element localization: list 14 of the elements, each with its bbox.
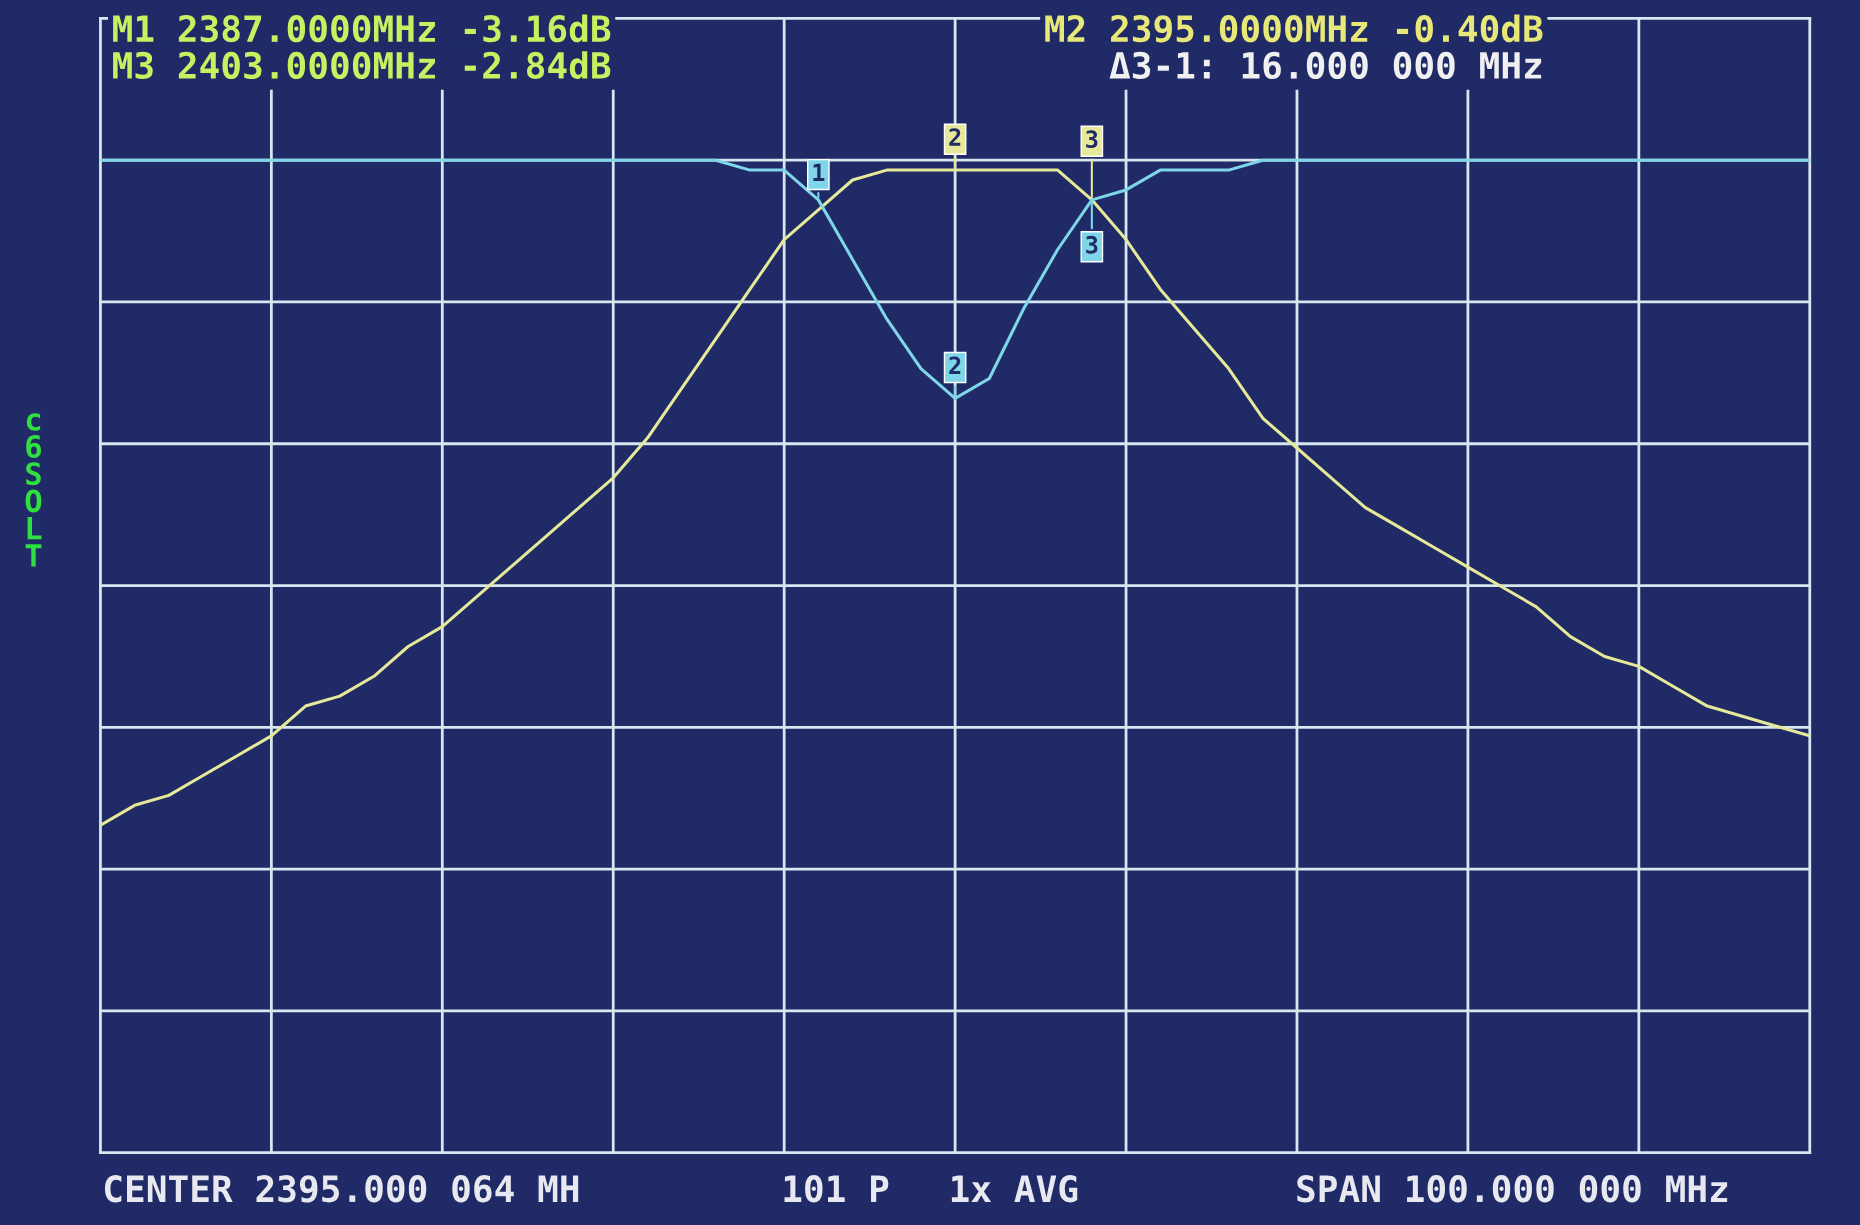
text: 2 xyxy=(949,128,961,146)
text: Δ3-1: 16.000 000 MHz xyxy=(1109,51,1542,80)
text: M3 2403.0000MHz -2.84dB xyxy=(113,51,611,80)
annotation: 2 xyxy=(949,356,961,375)
text: M1 2387.0000MHz -3.16dB xyxy=(113,14,611,43)
annotation: 3 xyxy=(1086,235,1098,254)
text: 101 P xyxy=(784,1175,889,1203)
text: 3 xyxy=(1086,130,1098,149)
text: c6 SOLT xyxy=(25,413,42,567)
text: M2 2395.0000MHz -0.40dB xyxy=(1045,14,1543,43)
annotation: 1 xyxy=(813,163,825,182)
text: 1x AVG xyxy=(951,1175,1078,1203)
text: SPAN 100.000 000 MHz xyxy=(1297,1175,1728,1203)
text: CENTER 2395.000 064 MH xyxy=(104,1175,579,1203)
